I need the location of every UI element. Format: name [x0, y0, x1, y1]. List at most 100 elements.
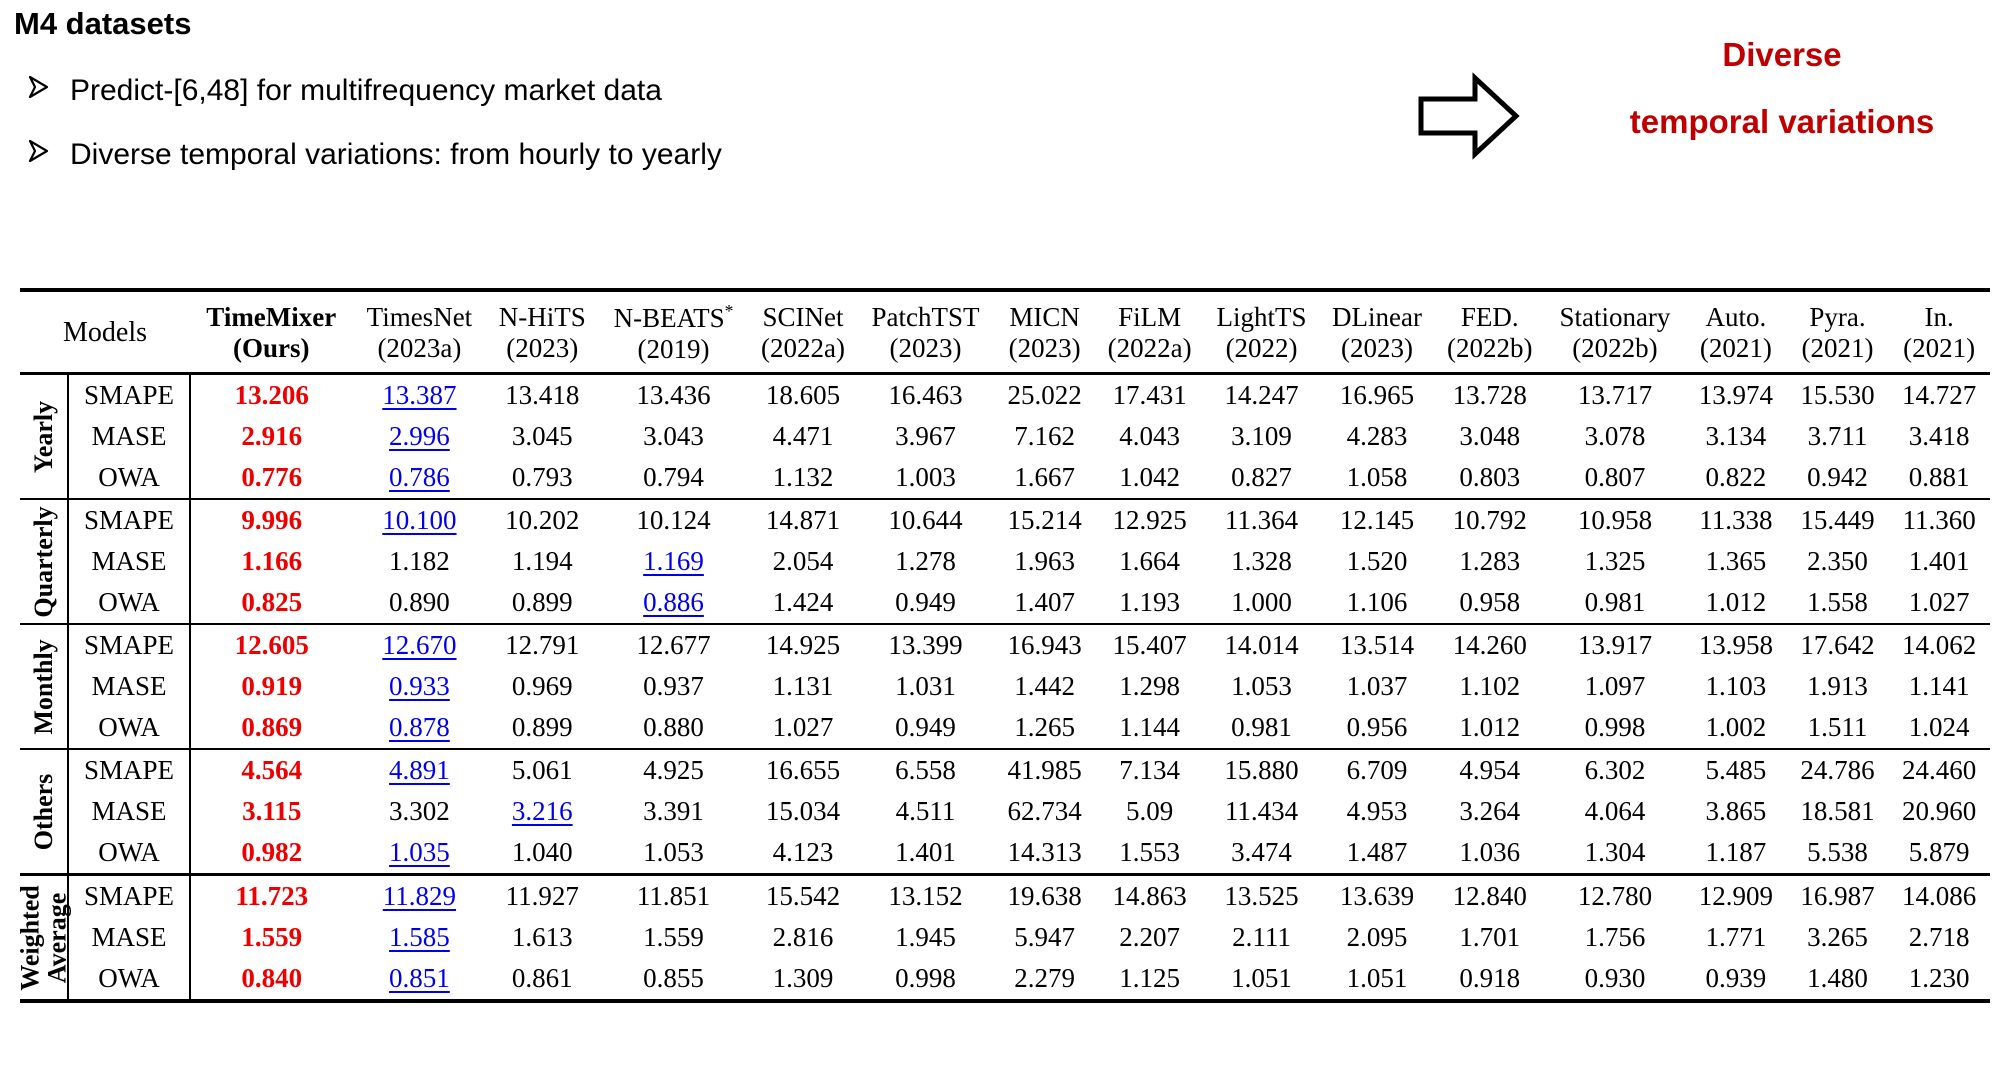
value-cell: 14.313: [1007, 837, 1082, 868]
value-cell: 0.890: [389, 587, 450, 618]
value-cell: 15.542: [765, 881, 841, 912]
value-cell: 0.786: [389, 462, 450, 493]
value-cell: 0.937: [643, 671, 704, 702]
value-cell: 12.780: [1577, 881, 1653, 912]
table-row: MASE 1.166 1.182 1.194 1.169 2.054 1.278 1.963 1…: [20, 541, 1990, 583]
value-cell: 1.000: [1231, 587, 1292, 618]
value-cell: 1.265: [1014, 712, 1076, 743]
value-cell: 16.943: [1007, 630, 1082, 661]
value-cell: 16.965: [1339, 380, 1415, 411]
value-cell: 10.958: [1577, 505, 1653, 536]
results-table: Models TimeMixer (Ours) TimesNet (2023a) N-Hi…: [15, 288, 1990, 1004]
value-cell: 12.791: [505, 630, 580, 661]
value-cell: 0.942: [1807, 462, 1868, 493]
value-cell: 2.996: [389, 421, 450, 452]
value-cell: 5.485: [1705, 755, 1767, 786]
value-cell: 1.194: [511, 546, 573, 577]
value-cell: 11.851: [636, 881, 711, 912]
value-cell: 13.387: [382, 380, 457, 411]
value-cell: 1.230: [1908, 963, 1970, 994]
value-cell: 1.002: [1705, 712, 1767, 743]
value-cell: 2.279: [1014, 963, 1076, 994]
value-cell: 4.954: [1459, 755, 1521, 786]
value-cell: 4.891: [389, 755, 450, 786]
column-header-fed: FED. (2022b): [1447, 302, 1533, 364]
value-cell: 1.442: [1014, 671, 1076, 702]
value-cell: 4.564: [241, 755, 303, 786]
value-cell: 0.998: [1584, 712, 1646, 743]
column-header-timesnet: TimesNet (2023a): [366, 302, 473, 364]
row-group-label-quarterly: Quarterly: [28, 506, 58, 618]
value-cell: 4.123: [772, 837, 834, 868]
column-header-timemixer: TimeMixer (Ours): [206, 302, 337, 364]
value-cell: 1.667: [1014, 462, 1076, 493]
section-monthly: Monthly SMAPE 12.605 12.670 12.791 12.677 14.9…: [20, 624, 1990, 750]
metric-label-smape: SMAPE: [67, 499, 191, 542]
row-group-label-yearly: Yearly: [28, 400, 58, 473]
table-row: MASE 3.115 3.302 3.216 3.391 15.034 4.511 62.73…: [20, 791, 1990, 833]
value-cell: 16.655: [765, 755, 841, 786]
value-cell: 13.514: [1339, 630, 1415, 661]
value-cell: 1.945: [895, 922, 956, 953]
table-row: MASE 2.916 2.996 3.045 3.043 4.471 3.967 7.162 4…: [20, 416, 1990, 458]
table-row: MASE 1.559 1.585 1.613 1.559 2.816 1.945 5.947 2…: [20, 917, 1990, 959]
value-cell: 1.365: [1705, 546, 1767, 577]
value-cell: 15.214: [1007, 505, 1082, 536]
value-cell: 13.152: [888, 881, 963, 912]
value-cell: 6.558: [895, 755, 956, 786]
bullet-list: Predict-[6,48] for multifrequency market…: [26, 74, 722, 202]
table-row: OWA 0.840 0.851 0.861 0.855 1.309 0.998 2.279 1.…: [20, 958, 1990, 1002]
value-cell: 0.803: [1459, 462, 1521, 493]
metric-label-mase: MASE: [67, 416, 191, 458]
value-cell: 12.145: [1339, 505, 1415, 536]
value-cell: 1.102: [1459, 671, 1521, 702]
value-cell: 2.350: [1807, 546, 1868, 577]
value-cell: 3.264: [1459, 796, 1521, 827]
value-cell: 4.511: [895, 796, 956, 827]
value-cell: 1.771: [1705, 922, 1767, 953]
value-cell: 1.182: [389, 546, 450, 577]
value-cell: 14.014: [1224, 630, 1299, 661]
value-cell: 1.559: [643, 922, 704, 953]
value-cell: 1.024: [1908, 712, 1970, 743]
value-cell: 3.865: [1705, 796, 1767, 827]
value-cell: 1.298: [1119, 671, 1180, 702]
value-cell: 11.723: [235, 881, 309, 912]
value-cell: 11.360: [1902, 505, 1976, 536]
value-cell: 1.193: [1119, 587, 1180, 618]
value-cell: 0.807: [1584, 462, 1646, 493]
callout-line-1: Diverse: [1722, 36, 1842, 73]
metric-label-smape: SMAPE: [67, 874, 191, 918]
value-cell: 0.933: [389, 671, 450, 702]
value-cell: 3.216: [511, 796, 573, 827]
value-cell: 3.045: [511, 421, 573, 452]
value-cell: 1.058: [1346, 462, 1408, 493]
value-cell: 1.283: [1459, 546, 1521, 577]
value-cell: 5.947: [1014, 922, 1076, 953]
value-cell: 12.677: [636, 630, 711, 661]
value-cell: 0.881: [1908, 462, 1970, 493]
value-cell: 7.134: [1119, 755, 1180, 786]
value-cell: 14.260: [1452, 630, 1527, 661]
metric-label-mase: MASE: [67, 917, 191, 959]
value-cell: 5.061: [511, 755, 573, 786]
value-cell: 12.909: [1698, 881, 1773, 912]
section-yearly: Yearly SMAPE 13.206 13.387 13.418 13.436 18.60…: [20, 373, 1990, 500]
value-cell: 13.436: [636, 380, 711, 411]
value-cell: 0.855: [643, 963, 704, 994]
value-cell: 14.086: [1902, 881, 1977, 912]
value-cell: 1.480: [1807, 963, 1868, 994]
table-row: Weighted Average SMAPE 11.723 11.829 11.927 1…: [15, 874, 1990, 990]
row-group-label-others: Others: [28, 773, 58, 850]
value-cell: 13.525: [1224, 881, 1299, 912]
value-cell: 2.111: [1232, 922, 1291, 953]
column-header-scinet: SCINet (2022a): [760, 302, 845, 364]
column-header-n-hits: N-HiTS (2023): [498, 302, 586, 364]
value-cell: 0.930: [1584, 963, 1646, 994]
value-cell: 3.302: [389, 796, 450, 827]
value-cell: 2.095: [1346, 922, 1408, 953]
value-cell: 0.869: [241, 712, 303, 743]
value-cell: 0.878: [389, 712, 450, 743]
value-cell: 18.581: [1800, 796, 1875, 827]
value-cell: 1.407: [1014, 587, 1076, 618]
